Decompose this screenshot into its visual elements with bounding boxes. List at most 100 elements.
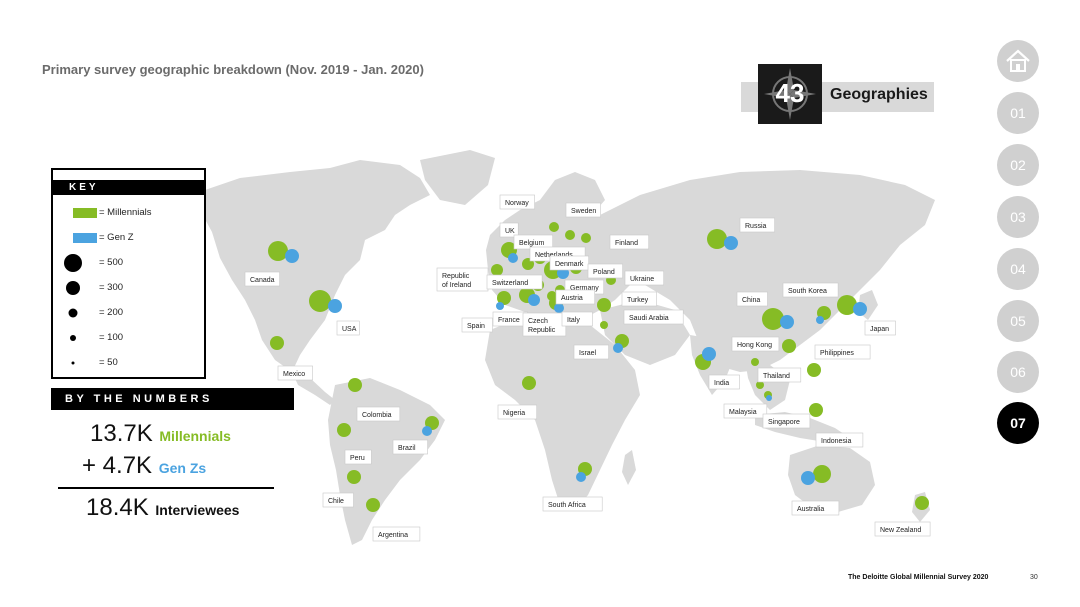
nav-section-04[interactable]: 04 bbox=[997, 248, 1039, 290]
svg-text:Hong Kong: Hong Kong bbox=[737, 342, 772, 349]
country-label-turkey: Turkey bbox=[621, 291, 657, 307]
home-icon bbox=[1006, 49, 1030, 72]
landmass-greenland bbox=[420, 150, 495, 205]
svg-text:Russia: Russia bbox=[745, 223, 767, 230]
country-label-south-korea: South Korea bbox=[782, 282, 839, 298]
country-label-canada: Canada bbox=[244, 271, 280, 287]
country-label-france: France bbox=[492, 311, 528, 327]
country-label-hong-kong: Hong Kong bbox=[731, 336, 780, 352]
svg-text:Turkey: Turkey bbox=[627, 297, 649, 304]
landmass-africa bbox=[485, 318, 640, 510]
bubble-australia-millennials bbox=[813, 465, 831, 483]
country-label-philippines: Philippines bbox=[814, 344, 871, 360]
svg-text:Thailand: Thailand bbox=[763, 373, 790, 380]
country-label-poland: Poland bbox=[587, 263, 623, 279]
svg-text:Spain: Spain bbox=[467, 323, 485, 330]
nav-section-06[interactable]: 06 bbox=[997, 351, 1039, 393]
country-label-usa: USA bbox=[336, 320, 360, 336]
nav-section-02[interactable]: 02 bbox=[997, 144, 1039, 186]
key-row-genz: = Gen Z bbox=[53, 231, 204, 245]
landmass-australia bbox=[788, 445, 875, 512]
bubble-chile-millennials bbox=[347, 470, 361, 484]
svg-text:Colombia: Colombia bbox=[362, 412, 392, 419]
svg-text:Argentina: Argentina bbox=[378, 532, 408, 539]
country-label-sweden: Sweden bbox=[565, 202, 601, 218]
bubble-india-genz bbox=[702, 347, 716, 361]
svg-text:Netherlands: Netherlands bbox=[535, 252, 573, 259]
country-label-singapore: Singapore bbox=[762, 413, 811, 429]
country-label-india: India bbox=[708, 374, 740, 390]
bubble-uk-genz bbox=[508, 253, 518, 263]
dot-100 bbox=[70, 335, 76, 341]
country-label-uk: UK bbox=[499, 222, 519, 238]
landmass-madagascar bbox=[622, 450, 636, 485]
bubble-philippines-millennials bbox=[807, 363, 821, 377]
bubble-hong-kong-millennials bbox=[782, 339, 796, 353]
svg-text:USA: USA bbox=[342, 326, 357, 333]
svg-text:Nigeria: Nigeria bbox=[503, 410, 525, 417]
svg-text:New Zealand: New Zealand bbox=[880, 527, 921, 534]
svg-text:Italy: Italy bbox=[567, 317, 580, 324]
bubble-ireland-millennials bbox=[491, 264, 503, 276]
svg-text:Republic: Republic bbox=[442, 273, 470, 280]
bubble-japan-genz bbox=[853, 302, 867, 316]
dot-50 bbox=[71, 361, 75, 365]
bubble-colombia-millennials bbox=[348, 378, 362, 392]
landmass-southeast-asia bbox=[745, 360, 790, 410]
bubble-new-zealand-millennials bbox=[915, 496, 929, 510]
bubble-south-africa-genz bbox=[576, 472, 586, 482]
svg-text:Malaysia: Malaysia bbox=[729, 409, 757, 416]
nav-section-05[interactable]: 05 bbox=[997, 300, 1039, 342]
nav-home-button[interactable] bbox=[997, 40, 1039, 82]
svg-text:Germany: Germany bbox=[570, 285, 599, 292]
dot-300 bbox=[66, 281, 80, 295]
nav-section-01[interactable]: 01 bbox=[997, 92, 1039, 134]
country-label-peru: Peru bbox=[344, 449, 372, 465]
key-size-dots bbox=[64, 254, 82, 365]
country-label-spain: Spain bbox=[461, 317, 493, 333]
svg-text:Mexico: Mexico bbox=[283, 371, 305, 378]
millennials-swatch bbox=[73, 206, 99, 220]
country-label-austria: Austria bbox=[555, 289, 596, 305]
bubble-singapore-genz bbox=[766, 395, 772, 401]
key-row-500: = 500 bbox=[53, 256, 204, 270]
nav-section-03[interactable]: 03 bbox=[997, 196, 1039, 238]
survey-bubbles bbox=[268, 222, 929, 512]
map-key: KEY = Millennials = Gen Z = 500 = 300 = … bbox=[51, 168, 206, 379]
genz-total: + 4.7K Gen Zs bbox=[82, 452, 207, 479]
bubble-israel-millennials bbox=[600, 321, 608, 329]
bubble-mexico-millennials bbox=[270, 336, 284, 350]
compass-badge bbox=[758, 64, 822, 124]
country-label-switzerland: Switzerland bbox=[486, 274, 543, 290]
country-label-new-zealand: New Zealand bbox=[874, 521, 931, 537]
key-row-50: = 50 bbox=[99, 357, 118, 368]
country-label-finland: Finland bbox=[609, 234, 650, 250]
nav-section-07[interactable]: 07 bbox=[997, 402, 1039, 444]
bubble-italy-genz bbox=[554, 303, 564, 313]
footer-text: The Deloitte Global Millennial Survey 20… bbox=[848, 574, 989, 581]
svg-text:South Korea: South Korea bbox=[788, 288, 827, 295]
numbers-divider bbox=[58, 487, 274, 489]
country-label-colombia: Colombia bbox=[356, 406, 401, 422]
country-label-argentina: Argentina bbox=[372, 526, 421, 542]
key-row-100: = 100 bbox=[99, 332, 124, 343]
country-label-ukraine: Ukraine bbox=[624, 270, 665, 286]
bubble-usa-genz bbox=[328, 299, 342, 313]
page-title: Primary survey geographic breakdown (Nov… bbox=[42, 62, 424, 77]
svg-text:Ukraine: Ukraine bbox=[630, 276, 654, 283]
svg-text:Australia: Australia bbox=[797, 506, 824, 513]
bubble-finland-millennials bbox=[581, 233, 591, 243]
country-label-russia: Russia bbox=[739, 217, 775, 233]
bubble-thailand-millennials bbox=[751, 358, 759, 366]
country-label-israel: Israel bbox=[573, 344, 609, 360]
bubble-sweden-millennials bbox=[565, 230, 575, 240]
bubble-peru-millennials bbox=[337, 423, 351, 437]
bubble-canada-millennials bbox=[268, 241, 288, 261]
dot-500 bbox=[64, 254, 82, 272]
bubble-indonesia-millennials bbox=[809, 403, 823, 417]
svg-text:India: India bbox=[714, 380, 729, 387]
svg-text:Finland: Finland bbox=[615, 240, 638, 247]
svg-text:South Africa: South Africa bbox=[548, 502, 586, 509]
bubble-south-korea-genz bbox=[816, 316, 824, 324]
bubble-russia-millennials bbox=[707, 229, 727, 249]
